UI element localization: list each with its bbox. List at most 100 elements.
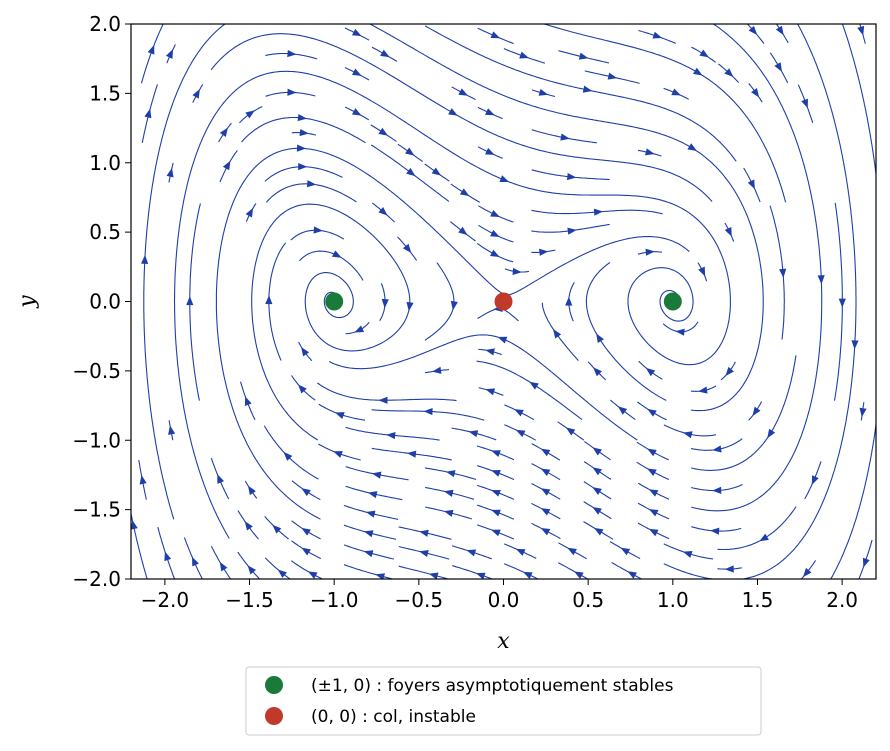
stream-arrow-8 <box>428 572 439 579</box>
stream-arrow-87 <box>617 406 628 415</box>
stream-arrow-16 <box>880 299 887 308</box>
stream-arrow-77 <box>468 430 479 438</box>
stream-arrow-116 <box>698 266 706 277</box>
stream-arrow-162 <box>351 68 362 76</box>
stream-arrow-53 <box>491 489 501 497</box>
stream-arrow-124 <box>567 227 577 235</box>
stream-arrow-90 <box>752 406 761 417</box>
x-tick-label: 2.0 <box>826 588 858 612</box>
x-tick-label: −0.5 <box>395 588 444 612</box>
legend-box <box>245 666 762 736</box>
stream-arrow-147 <box>297 113 307 122</box>
stream-arrow-55 <box>592 487 602 495</box>
streamline-39 <box>215 147 690 520</box>
stream-arrow-128 <box>490 209 500 218</box>
stream-arrow-166 <box>165 49 174 59</box>
stream-arrow-165 <box>774 62 782 72</box>
stream-arrow-6 <box>307 571 318 579</box>
stream-arrow-106 <box>553 328 562 339</box>
x-tick-label: 0.0 <box>488 588 520 612</box>
y-axis: 2.0 1.5 1.0 0.5 0.0 −0.5 −1.0 −1.5 −2.0 <box>72 12 131 591</box>
stream-arrow-15 <box>803 567 812 578</box>
stream-arrow-161 <box>147 44 155 55</box>
streamline-96 <box>585 262 667 401</box>
equilibrium-point-stable-1 <box>663 292 682 311</box>
stream-arrow-175 <box>748 25 758 35</box>
stream-arrow-29 <box>272 524 282 534</box>
stream-arrow-83 <box>334 412 345 419</box>
legend-marker-saddle <box>265 707 283 725</box>
stream-arrow-66 <box>767 428 776 439</box>
stream-arrow-4 <box>247 565 257 575</box>
y-tick-label: −0.5 <box>72 359 121 383</box>
y-axis-label: y <box>15 295 40 309</box>
stream-arrow-133 <box>448 108 458 116</box>
stream-arrow-173 <box>490 31 501 39</box>
stream-arrow-149 <box>378 127 388 136</box>
stream-arrow-131 <box>406 167 416 177</box>
stream-arrow-41 <box>443 509 454 517</box>
stream-arrow-100 <box>593 367 602 377</box>
stream-arrow-5 <box>277 569 287 578</box>
stream-arrow-59 <box>283 451 293 461</box>
stream-arrow-176 <box>775 25 784 36</box>
stream-arrow-36 <box>648 528 659 537</box>
stream-arrow-85 <box>514 409 524 417</box>
stream-arrow-160 <box>751 88 760 98</box>
stream-arrow-142 <box>485 147 495 155</box>
equilibrium-points <box>325 292 682 311</box>
stream-arrow-40 <box>365 510 376 518</box>
x-axis: −2.0 −1.5 −1.0 −0.5 0.0 0.5 1.0 1.5 2.0 <box>141 579 858 612</box>
streamline-130 <box>265 183 357 203</box>
stream-arrow-157 <box>458 88 469 96</box>
stream-arrow-84 <box>423 407 433 416</box>
stream-arrow-52 <box>443 489 454 497</box>
stream-arrow-68 <box>406 450 417 458</box>
legend: (±1, 0) : foyers asymptotiquement stable… <box>245 666 762 736</box>
stream-arrows <box>131 25 887 579</box>
stream-arrow-56 <box>648 489 659 497</box>
stream-arrow-1 <box>164 551 172 562</box>
y-tick-label: −2.0 <box>72 567 121 591</box>
stream-arrow-0 <box>131 520 138 530</box>
stream-arrow-127 <box>378 206 388 216</box>
stream-arrow-97 <box>698 386 708 394</box>
stream-arrow-99 <box>432 366 442 374</box>
stream-arrow-135 <box>693 67 703 76</box>
stream-arrow-156 <box>287 88 297 96</box>
stream-arrow-10 <box>522 571 533 579</box>
stream-arrow-3 <box>219 561 228 572</box>
stream-arrow-70 <box>540 448 551 457</box>
stream-arrow-140 <box>566 173 577 181</box>
stream-arrow-75 <box>406 301 414 312</box>
stream-arrow-152 <box>351 108 362 116</box>
stream-arrow-76 <box>386 431 396 440</box>
stream-arrow-18 <box>301 547 311 556</box>
stream-arrow-28 <box>244 521 253 531</box>
stream-arrow-9 <box>475 572 486 579</box>
stream-arrow-26 <box>759 533 769 542</box>
stream-arrow-123 <box>490 229 500 237</box>
stream-arrow-95 <box>485 388 496 396</box>
x-tick-label: −1.0 <box>310 588 359 612</box>
stream-arrow-48 <box>217 474 225 484</box>
stream-arrow-125 <box>724 226 732 237</box>
y-tick-label: 1.0 <box>89 151 121 175</box>
legend-marker-stable <box>265 676 283 694</box>
streamline-114 <box>299 250 364 281</box>
stream-arrow-57 <box>712 486 722 494</box>
stream-arrow-130 <box>306 180 317 188</box>
stream-arrow-153 <box>485 108 495 116</box>
stream-arrow-37 <box>710 527 720 535</box>
stream-arrow-60 <box>371 471 382 479</box>
stream-arrow-159 <box>671 88 681 96</box>
stream-arrow-24 <box>620 547 631 556</box>
stream-arrow-33 <box>491 529 501 537</box>
stream-arrow-22 <box>515 548 526 556</box>
stream-arrow-158 <box>538 88 549 96</box>
stream-arrow-139 <box>431 167 442 176</box>
stream-arrow-105 <box>485 348 495 356</box>
streamline-108 <box>424 262 455 341</box>
streamline-80 <box>328 334 638 441</box>
